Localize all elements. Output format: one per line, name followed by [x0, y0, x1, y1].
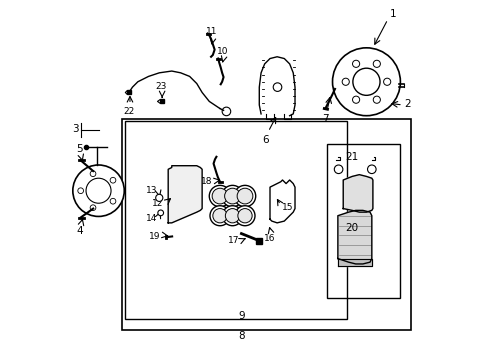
- Circle shape: [333, 48, 400, 116]
- Circle shape: [73, 165, 124, 216]
- Circle shape: [78, 188, 83, 194]
- Circle shape: [158, 210, 164, 216]
- Text: 11: 11: [206, 27, 218, 36]
- Text: 1: 1: [390, 9, 396, 18]
- Circle shape: [353, 68, 380, 95]
- Bar: [125, 121, 347, 319]
- Text: 15: 15: [282, 203, 294, 212]
- Circle shape: [224, 188, 241, 204]
- Text: 22: 22: [123, 107, 135, 116]
- Text: 3: 3: [72, 124, 79, 134]
- Text: 19: 19: [149, 231, 160, 240]
- Circle shape: [110, 198, 116, 204]
- Text: 17: 17: [228, 236, 239, 245]
- Circle shape: [156, 194, 163, 202]
- Circle shape: [373, 96, 380, 103]
- Circle shape: [225, 208, 240, 223]
- Polygon shape: [270, 180, 295, 223]
- Circle shape: [352, 60, 360, 67]
- Circle shape: [384, 78, 391, 85]
- Circle shape: [212, 188, 228, 204]
- Text: 20: 20: [345, 223, 359, 233]
- Text: 6: 6: [263, 135, 269, 145]
- Bar: [327, 144, 400, 298]
- Circle shape: [334, 165, 343, 174]
- Text: 7: 7: [322, 113, 328, 123]
- Text: 18: 18: [200, 177, 212, 186]
- Text: 23: 23: [155, 82, 167, 91]
- Polygon shape: [343, 175, 373, 212]
- Circle shape: [235, 206, 255, 226]
- Circle shape: [342, 78, 349, 85]
- Circle shape: [222, 107, 231, 116]
- Circle shape: [90, 171, 96, 177]
- Text: 2: 2: [404, 99, 411, 109]
- Circle shape: [210, 206, 230, 226]
- Text: 21: 21: [345, 152, 359, 162]
- Polygon shape: [338, 210, 372, 264]
- Bar: [122, 119, 411, 330]
- Text: 12: 12: [151, 199, 163, 208]
- Circle shape: [237, 188, 253, 204]
- Circle shape: [209, 185, 231, 207]
- Circle shape: [234, 185, 256, 207]
- Circle shape: [86, 178, 111, 203]
- Circle shape: [273, 83, 282, 91]
- Text: 8: 8: [238, 332, 245, 342]
- Text: 16: 16: [264, 234, 276, 243]
- Circle shape: [352, 96, 360, 103]
- Polygon shape: [168, 166, 202, 223]
- Text: 9: 9: [238, 311, 245, 321]
- Text: 10: 10: [217, 47, 229, 56]
- Polygon shape: [338, 258, 372, 266]
- Circle shape: [110, 177, 116, 183]
- Text: 4: 4: [76, 226, 83, 236]
- Circle shape: [90, 205, 96, 211]
- Circle shape: [373, 60, 380, 67]
- Circle shape: [213, 208, 227, 223]
- Circle shape: [222, 206, 243, 226]
- Text: 13: 13: [146, 185, 157, 194]
- Circle shape: [222, 185, 243, 207]
- Text: 5: 5: [76, 144, 83, 154]
- Circle shape: [238, 208, 252, 223]
- Circle shape: [368, 165, 376, 174]
- Text: 14: 14: [146, 214, 157, 223]
